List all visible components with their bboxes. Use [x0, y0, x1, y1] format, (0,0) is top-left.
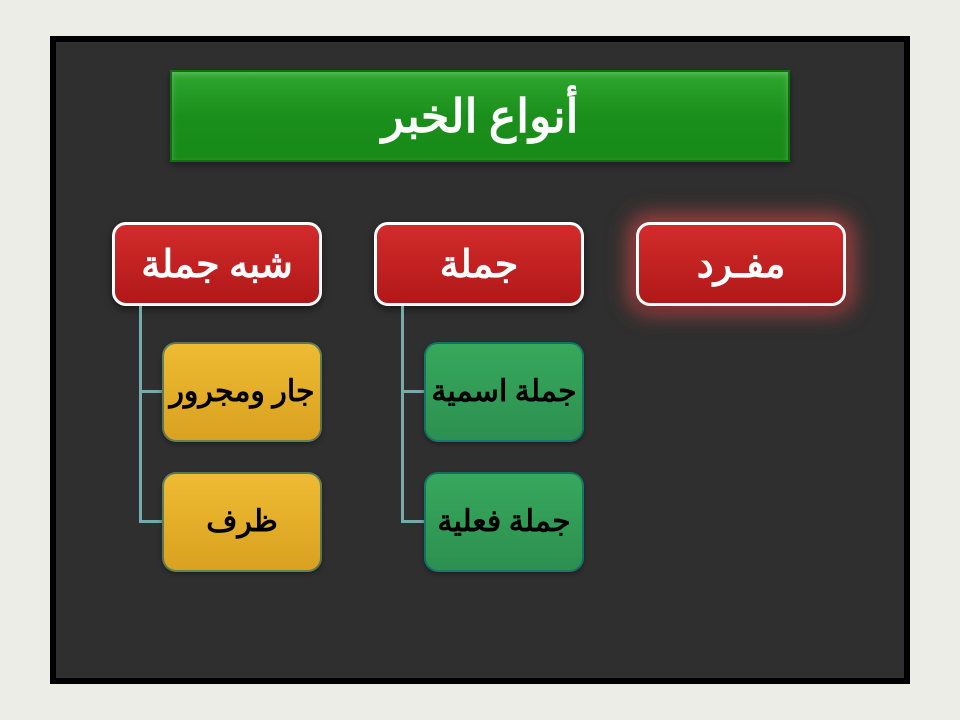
connector — [139, 306, 142, 392]
child-ismiyya: جملة اسمية — [424, 342, 584, 442]
child-label: جار ومجرور — [169, 375, 314, 410]
child-filiyya: جملة فعلية — [424, 472, 584, 572]
connector — [401, 392, 404, 522]
category-label: مفـرد — [697, 242, 786, 287]
connector — [139, 392, 142, 522]
category-jumla: جملة — [374, 222, 584, 306]
child-label: جملة فعلية — [437, 505, 570, 540]
connector — [401, 306, 404, 392]
category-label: جملة — [440, 242, 518, 287]
child-jarr: جار ومجرور — [162, 342, 322, 442]
category-label: شبه جملة — [141, 242, 293, 287]
diagram-frame: أنواع الخبر مفـرد جملة جملة اسمية جملة ف… — [50, 36, 910, 684]
connector — [401, 520, 424, 523]
connector — [139, 390, 162, 393]
child-label: جملة اسمية — [431, 375, 576, 410]
connector — [139, 520, 162, 523]
category-shibh: شبه جملة — [112, 222, 322, 306]
child-zarf: ظرف — [162, 472, 322, 572]
title-text: أنواع الخبر — [382, 89, 579, 143]
title-box: أنواع الخبر — [170, 70, 790, 162]
connector — [401, 390, 424, 393]
child-label: ظرف — [206, 505, 278, 540]
category-mufrad: مفـرد — [636, 222, 846, 306]
